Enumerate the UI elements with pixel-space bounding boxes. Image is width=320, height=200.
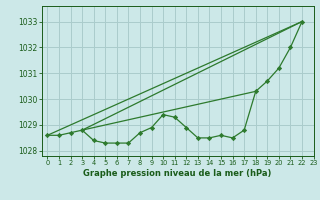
X-axis label: Graphe pression niveau de la mer (hPa): Graphe pression niveau de la mer (hPa) (84, 169, 272, 178)
